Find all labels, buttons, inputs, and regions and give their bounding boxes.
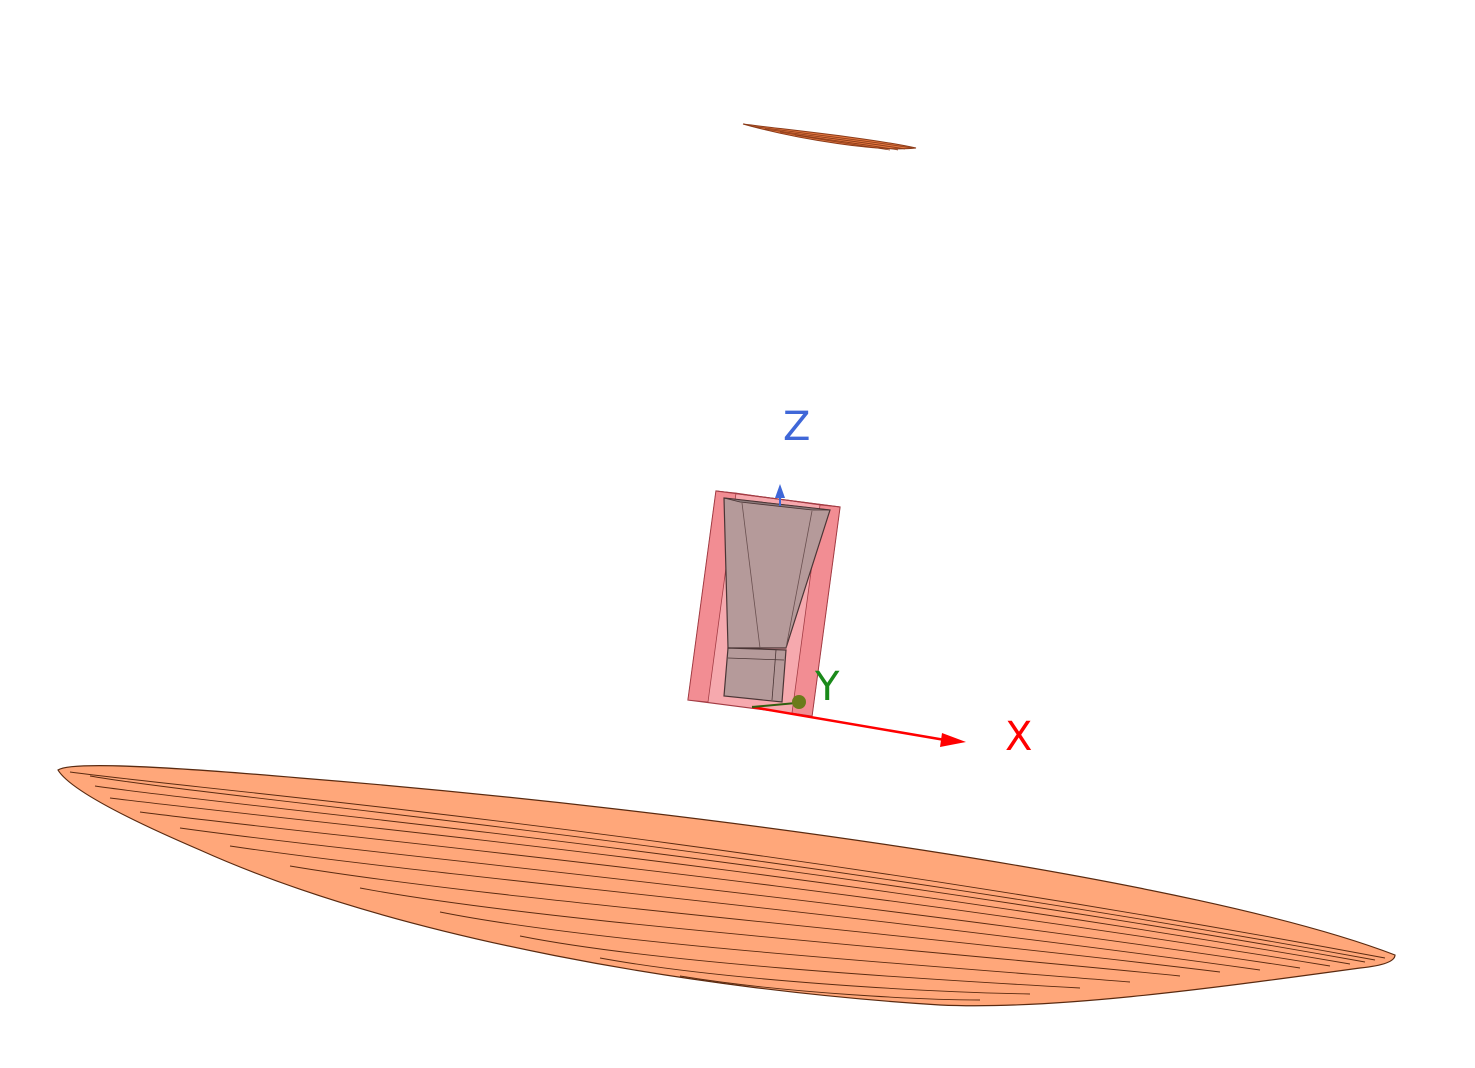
y-axis-arrowhead — [792, 695, 806, 709]
x-axis-line — [751, 705, 946, 742]
y-axis-label: Y — [814, 664, 840, 710]
horn-antenna[interactable] — [723, 497, 831, 703]
z-axis-label: Z — [783, 404, 810, 450]
x-axis-arrowhead — [940, 733, 966, 747]
z-axis-arrowhead — [775, 484, 785, 498]
x-axis-label: X — [1005, 714, 1032, 760]
main-reflector[interactable] — [57, 764, 1396, 1007]
sub-reflector[interactable] — [742, 123, 917, 151]
y-axis-line — [751, 702, 797, 708]
axis-triad: Z Y X — [751, 404, 1032, 760]
